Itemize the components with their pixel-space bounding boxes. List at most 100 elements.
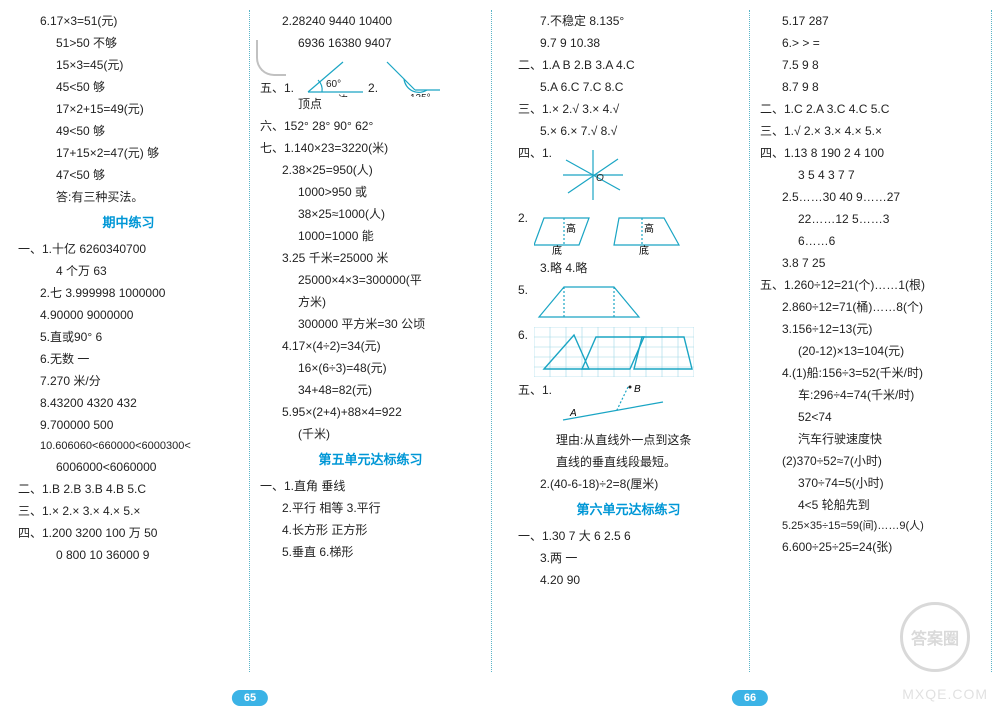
text: 3.25 千米=25000 米 xyxy=(260,248,481,269)
text: 7.不稳定 8.135° xyxy=(518,11,739,32)
text: 方米) xyxy=(260,292,481,313)
text: 38×25≈1000(人) xyxy=(260,204,481,225)
left-col-2: 2.28240 9440 10400 6936 16380 9407 五、1. … xyxy=(250,10,492,672)
text: 1000>950 或 xyxy=(260,182,481,203)
text: 3 5 4 3 7 7 xyxy=(760,165,981,186)
text: 6……6 xyxy=(760,231,981,252)
right-page: 7.不稳定 8.135° 9.7 9 10.38 二、1.A B 2.B 3.A… xyxy=(500,0,1000,712)
text: 6.600÷25÷25=24(张) xyxy=(760,537,981,558)
text: 51>50 不够 xyxy=(18,33,239,54)
text: 3.156÷12=13(元) xyxy=(760,319,981,340)
right-col-1: 7.不稳定 8.135° 9.7 9 10.38 二、1.A B 2.B 3.A… xyxy=(508,10,750,672)
text: 5.25×35÷15=59(间)……9(人) xyxy=(760,517,981,536)
angle-label: 60° xyxy=(326,79,341,90)
text: 3.略 4.略 xyxy=(518,258,739,279)
angle-135-figure: 135° xyxy=(382,57,442,97)
page-number-badge: 65 xyxy=(232,690,268,706)
text: (20-12)×13=104(元) xyxy=(760,341,981,362)
text: (千米) xyxy=(260,424,481,445)
text: 二、1.A B 2.B 3.A 4.C xyxy=(518,55,739,76)
text: 6006000<6060000 xyxy=(18,457,239,478)
text: 二、1.B 2.B 3.B 4.B 5.C xyxy=(18,479,239,500)
angle-label: 135° xyxy=(410,93,431,97)
text: 10.606060<660000<6000300< xyxy=(18,437,239,456)
left-col-1: 6.17×3=51(元) 51>50 不够 15×3=45(元) 45<50 够… xyxy=(8,10,250,672)
figure-4-5: 5. xyxy=(518,280,739,324)
text: 0 800 10 36000 9 xyxy=(18,545,239,566)
unit5-heading: 第五单元达标练习 xyxy=(260,449,481,472)
base-label: 底 xyxy=(639,244,649,255)
text: 三、1.√ 2.× 3.× 4.× 5.× xyxy=(760,121,981,142)
text: 7.270 米/分 xyxy=(18,371,239,392)
text: 4<5 轮船先到 xyxy=(760,495,981,516)
unit6-heading: 第六单元达标练习 xyxy=(518,499,739,522)
text: 车:296÷4=74(千米/时) xyxy=(760,385,981,406)
text: 370÷74=5(小时) xyxy=(760,473,981,494)
page-spread: 6.17×3=51(元) 51>50 不够 15×3=45(元) 45<50 够… xyxy=(0,0,1000,712)
text: 4.20 90 xyxy=(518,570,739,591)
point-a: A xyxy=(569,408,577,419)
text: 一、1.直角 垂线 xyxy=(260,476,481,497)
text: 六、152° 28° 90° 62° xyxy=(260,116,481,137)
text: 5. xyxy=(518,280,528,301)
text: 五、1. xyxy=(260,78,294,99)
watermark: MXQE.COM xyxy=(902,686,988,702)
text: 直线的垂直线段最短。 xyxy=(518,452,739,473)
text: 34+48=82(元) xyxy=(260,380,481,401)
text: 9.7 9 10.38 xyxy=(518,33,739,54)
handdrawn-mark xyxy=(256,40,286,76)
text: 7.5 9 8 xyxy=(760,55,981,76)
page-number: 65 xyxy=(232,690,268,706)
angle-60-figure: 60° 边 xyxy=(298,57,368,97)
page-number-badge: 66 xyxy=(732,690,768,706)
point-b: B xyxy=(634,384,641,395)
text: 5.17 287 xyxy=(760,11,981,32)
text: 2. xyxy=(518,208,528,229)
text: 理由:从直线外一点到这条 xyxy=(518,430,739,451)
grid-shapes-figure xyxy=(534,327,694,377)
figure-5-1: 五、1. A B xyxy=(518,380,739,429)
text: 4 个万 63 xyxy=(18,261,239,282)
text: 五、1.260÷12=21(个)……1(根) xyxy=(760,275,981,296)
height-label: 高 xyxy=(644,222,654,235)
text: 6.17×3=51(元) xyxy=(18,11,239,32)
text: 6.> > = xyxy=(760,33,981,54)
text: 3.两 一 xyxy=(518,548,739,569)
text: 汽车行驶速度快 xyxy=(760,429,981,450)
text: 五、1. xyxy=(518,380,552,401)
text: 15×3=45(元) xyxy=(18,55,239,76)
text: 5.× 6.× 7.√ 8.√ xyxy=(518,121,739,142)
answer-circle-logo: 答案圈 xyxy=(900,602,970,672)
text: 4.(1)船:156÷3=52(千米/时) xyxy=(760,363,981,384)
perpendicular-figure: O xyxy=(558,145,628,205)
height-label: 高 xyxy=(566,222,576,235)
right-col-2: 5.17 287 6.> > = 7.5 9 8 8.7 9 8 二、1.C 2… xyxy=(750,10,992,672)
text: 三、1.× 2.√ 3.× 4.√ xyxy=(518,99,739,120)
left-page: 6.17×3=51(元) 51>50 不够 15×3=45(元) 45<50 够… xyxy=(0,0,500,712)
figure-4-1: 四、1. O xyxy=(518,143,739,207)
text: 17+15×2=47(元) 够 xyxy=(18,143,239,164)
text: 4.90000 9000000 xyxy=(18,305,239,326)
midterm-heading: 期中练习 xyxy=(18,212,239,235)
text: 三、1.× 2.× 3.× 4.× 5.× xyxy=(18,501,239,522)
text: 2.860÷12=71(桶)……8(个) xyxy=(760,297,981,318)
figure-4-6: 6. xyxy=(518,325,739,379)
text: 二、1.C 2.A 3.C 4.C 5.C xyxy=(760,99,981,120)
text: 5.95×(2+4)+88×4=922 xyxy=(260,402,481,423)
text: 2.平行 相等 3.平行 xyxy=(260,498,481,519)
point-to-line-figure: A B xyxy=(558,382,668,427)
text: 2.七 3.999998 1000000 xyxy=(18,283,239,304)
text: 2.(40-6-18)÷2=8(厘米) xyxy=(518,474,739,495)
text: 2.5……30 40 9……27 xyxy=(760,187,981,208)
text: 17×2+15=49(元) xyxy=(18,99,239,120)
text: 1000=1000 能 xyxy=(260,226,481,247)
text: 七、1.140×23=3220(米) xyxy=(260,138,481,159)
text: 5.直或90° 6 xyxy=(18,327,239,348)
trapezoid-split-figure xyxy=(534,282,644,322)
text: 8.43200 4320 432 xyxy=(18,393,239,414)
text: 5.垂直 6.梯形 xyxy=(260,542,481,563)
point-o: O xyxy=(596,173,604,184)
text: 5.A 6.C 7.C 8.C xyxy=(518,77,739,98)
text: 2. xyxy=(368,78,378,99)
text: 6.无数 一 xyxy=(18,349,239,370)
